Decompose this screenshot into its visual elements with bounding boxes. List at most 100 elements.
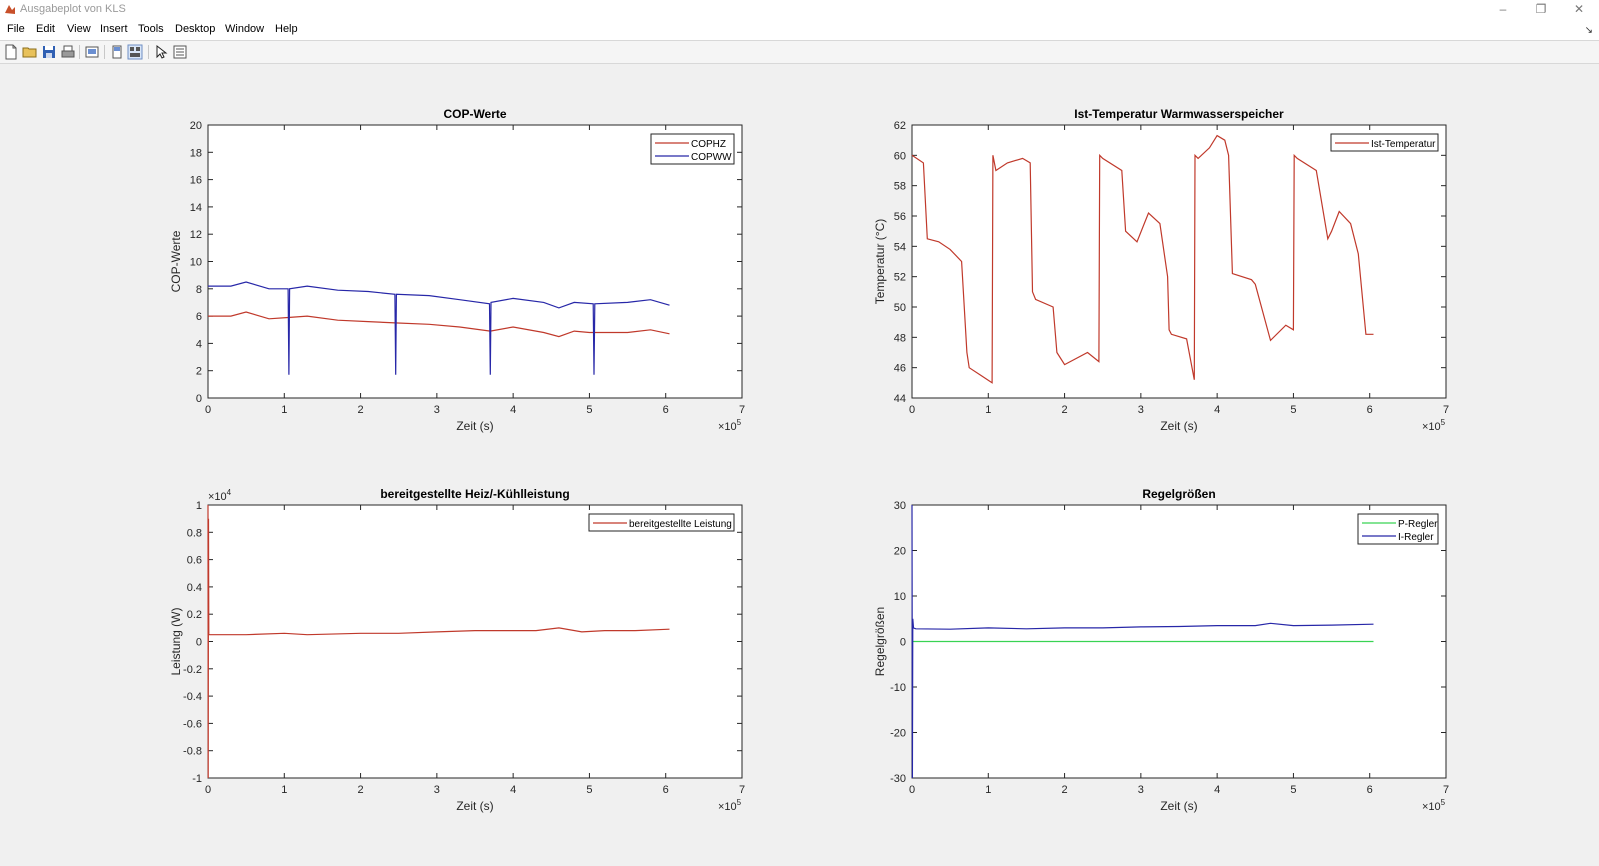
toolbar-separator: [148, 45, 149, 59]
x-exponent-label: ×105: [1422, 798, 1446, 813]
menu-window[interactable]: Window: [225, 23, 265, 35]
x-axis-label: Zeit (s): [456, 799, 493, 813]
axes-control: 0 1 2 3 4 5 6 7-30-20-100102030×105RegelgrößenZ…: [873, 487, 1449, 813]
y-axis-label: Regelgrößen: [873, 607, 887, 676]
x-tick-label: 3: [1138, 784, 1144, 796]
menu-edit[interactable]: Edit: [36, 23, 55, 35]
plot-area: [207, 124, 743, 399]
close-button[interactable]: ✕: [1573, 2, 1585, 16]
y-exponent-power: 4: [227, 488, 232, 497]
x-tick-label: 7: [739, 404, 745, 416]
restore-button[interactable]: ❐: [1535, 2, 1547, 16]
x-tick-label: 0: [205, 404, 211, 416]
y-tick-label: 50: [894, 302, 906, 314]
x-exponent-label: ×105: [718, 798, 742, 813]
dock-arrow-icon[interactable]: ↘: [1584, 25, 1593, 36]
legend-box: [588, 513, 735, 532]
axes-title: Regelgrößen: [1142, 487, 1215, 501]
y-exponent-base: ×10: [208, 491, 227, 503]
menu-view[interactable]: View: [67, 23, 91, 35]
y-tick-label: -1: [192, 773, 202, 785]
x-tick-label: 3: [434, 784, 440, 796]
x-exponent-base: ×10: [718, 801, 737, 813]
figure-toolbar: [0, 40, 1599, 64]
hide-plot-tools-icon[interactable]: [109, 44, 125, 60]
y-tick-label: 4: [196, 338, 202, 350]
save-icon[interactable]: [41, 44, 57, 60]
menu-file[interactable]: File: [7, 23, 25, 35]
y-tick-label: 20: [894, 546, 906, 558]
y-tick-label: 18: [190, 147, 202, 159]
show-plot-tools-icon[interactable]: [127, 44, 143, 60]
menu-desktop[interactable]: Desktop: [175, 23, 216, 35]
x-tick-label: 2: [358, 784, 364, 796]
x-tick-label: 0: [909, 784, 915, 796]
legend-label: I-Regler: [1398, 532, 1434, 543]
open-file-icon[interactable]: [22, 44, 38, 60]
x-tick-label: 4: [1214, 404, 1220, 416]
y-tick-label: 10: [190, 257, 202, 269]
x-tick-label: 3: [434, 404, 440, 416]
y-tick-label: -10: [890, 682, 906, 694]
y-tick-label: -0.4: [183, 691, 202, 703]
y-tick-label: -0.6: [183, 718, 202, 730]
legend-box: [1330, 133, 1439, 152]
x-tick-label: 6: [663, 404, 669, 416]
y-tick-label: 12: [190, 229, 202, 241]
legend-label: P-Regler: [1398, 519, 1438, 530]
minimize-button[interactable]: –: [1499, 2, 1507, 16]
print-icon[interactable]: [60, 44, 76, 60]
y-tick-label: 14: [190, 202, 202, 214]
x-tick-label: 7: [1443, 784, 1449, 796]
x-exponent-power: 5: [737, 418, 742, 427]
x-tick-label: 1: [985, 404, 991, 416]
x-tick-label: 1: [281, 784, 287, 796]
y-tick-label: 62: [894, 120, 906, 132]
axes-power: 0 1 2 3 4 5 6 7 -1 -0.8 -0.6 -0.4 -0.2 0 0.2 0.4 0.6 0.8 1…: [169, 487, 745, 813]
y-tick-label: 54: [894, 241, 906, 253]
y-tick-label: 2: [196, 366, 202, 378]
plot-area: [207, 504, 743, 779]
x-tick-label: 2: [1062, 784, 1068, 796]
x-tick-label: 6: [663, 784, 669, 796]
y-tick-label: 44: [894, 393, 906, 405]
edit-plot-cursor-icon[interactable]: [153, 44, 169, 60]
menu-help[interactable]: Help: [275, 23, 298, 35]
y-axis-label: COP-Werte: [169, 230, 183, 292]
y-tick-label: -0.8: [183, 746, 202, 758]
x-exponent-power: 5: [1441, 418, 1446, 427]
series-line-bereitgestellte-leistung: [207, 504, 670, 779]
print-preview-icon[interactable]: [84, 44, 100, 60]
property-inspector-icon[interactable]: [172, 44, 188, 60]
menu-tools[interactable]: Tools: [138, 23, 164, 35]
y-tick-label: 0: [196, 637, 202, 649]
y-tick-label: 20: [190, 120, 202, 132]
x-tick-label: 5: [1290, 784, 1296, 796]
legend-label: bereitgestellte Leistung: [629, 519, 732, 530]
y-axis-label: Temperatur (°C): [873, 219, 887, 304]
x-exponent-power: 5: [737, 798, 742, 807]
plot-area: [911, 124, 1447, 399]
y-tick-label: 58: [894, 181, 906, 193]
axes-cop: 0 1 2 3 4 5 6 702468101214161820×105COP-WerteZe…: [169, 107, 745, 433]
menu-insert[interactable]: Insert: [100, 23, 128, 35]
x-axis-label: Zeit (s): [1160, 419, 1197, 433]
window-title-bar: Ausgabeplot von KLS – ❐ ✕: [0, 0, 1599, 20]
new-figure-icon[interactable]: [3, 44, 19, 60]
x-tick-label: 5: [586, 404, 592, 416]
x-tick-label: 2: [358, 404, 364, 416]
x-tick-label: 0: [205, 784, 211, 796]
window-title: Ausgabeplot von KLS: [20, 3, 126, 15]
series-line-copww: [208, 281, 670, 375]
y-tick-label: 8: [196, 284, 202, 296]
series-line-cophz: [208, 311, 670, 338]
x-exponent-label: ×105: [1422, 418, 1446, 433]
matlab-logo-icon: [5, 5, 15, 14]
x-tick-label: 5: [586, 784, 592, 796]
y-tick-label: 30: [894, 500, 906, 512]
y-tick-label: 0.4: [187, 582, 202, 594]
x-tick-label: 7: [739, 784, 745, 796]
legend: Ist-Temperatur: [1330, 133, 1439, 152]
x-axis-label: Zeit (s): [1160, 799, 1197, 813]
legend: COPHZ COPWW: [650, 133, 735, 165]
